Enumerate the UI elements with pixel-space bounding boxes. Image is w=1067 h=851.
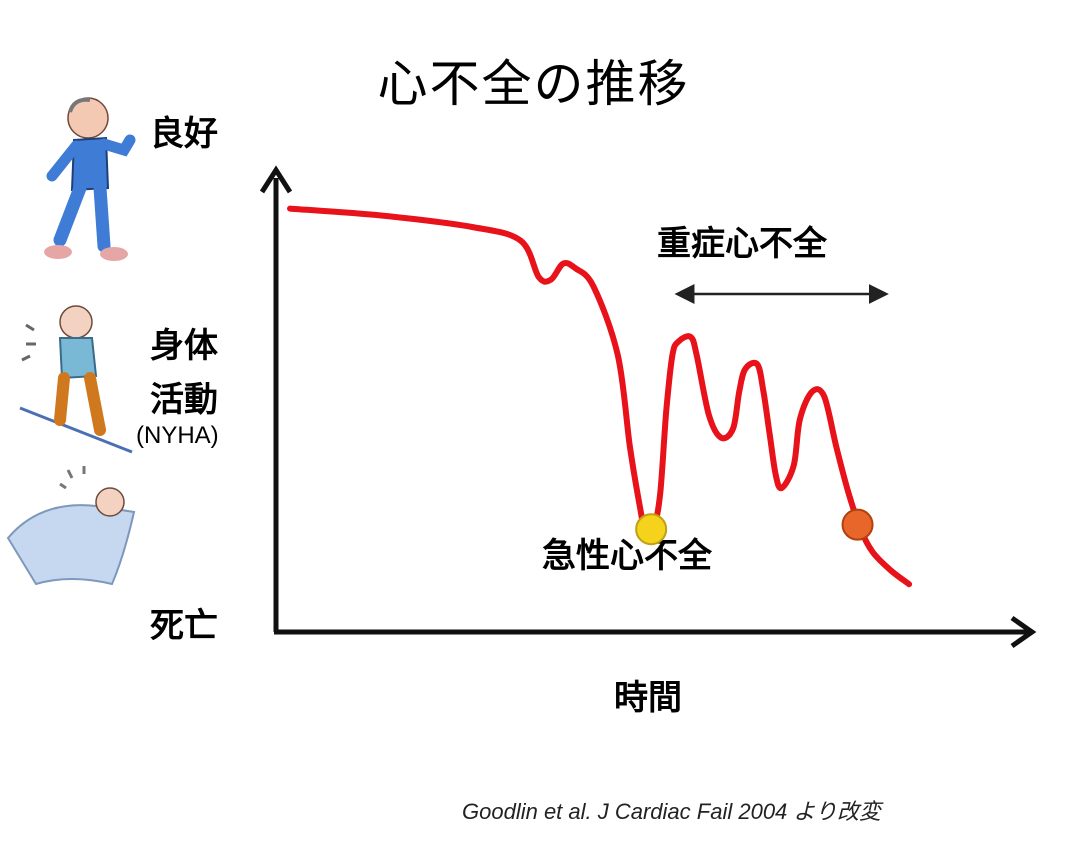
acute-hf-label: 急性心不全	[542, 536, 712, 576]
y-axis-bottom-label: 死亡	[150, 606, 218, 646]
x-axis-arrowhead	[1010, 615, 1037, 649]
x-axis-label: 時間	[614, 678, 682, 718]
late-decline-marker	[841, 508, 874, 541]
bedridden-person-icon	[6, 466, 136, 586]
chart-title: 心不全の推移	[377, 55, 690, 113]
y-axis-middle-label-line1: 身体	[150, 326, 218, 366]
y-axis-top-label: 良好	[150, 114, 218, 154]
healthy-walking-person-icon	[44, 97, 136, 261]
source-credit: Goodlin et al. J Cardiac Fail 2004 より改変	[462, 799, 881, 824]
breathless-climbing-person-icon	[19, 305, 133, 454]
y-axis-middle-label-line2: 活動	[150, 380, 218, 420]
functional-trajectory-line	[287, 205, 913, 588]
severe-hf-label: 重症心不全	[657, 224, 827, 264]
y-axis-arrowhead	[259, 165, 293, 194]
y-axis-middle-sublabel: (NYHA)	[136, 422, 219, 449]
acute-hf-marker	[635, 513, 668, 546]
